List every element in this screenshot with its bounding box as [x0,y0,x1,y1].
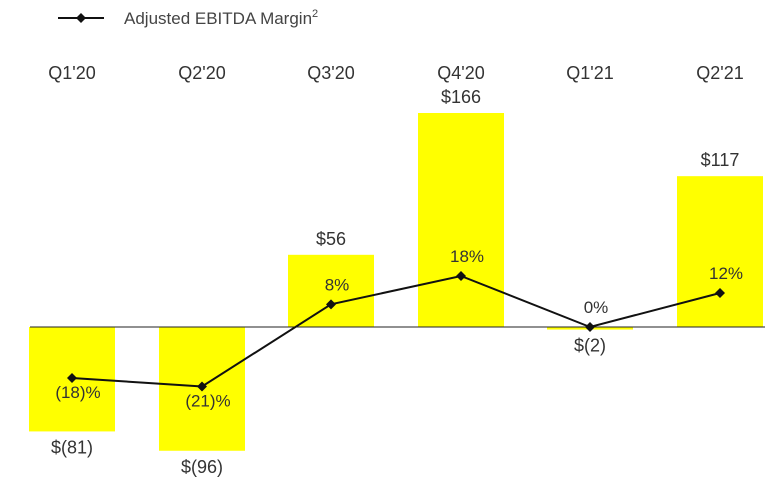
margin-label: (18)% [55,383,100,402]
bars [29,113,763,451]
bar [288,254,374,327]
legend-superscript: 2 [312,8,318,20]
bar-value-label: $(81) [51,437,93,457]
margin-label: 0% [584,298,609,317]
margin-markers [67,271,725,392]
bar-value-label: $117 [701,150,740,170]
category-labels: Q1'20 Q2'20 Q3'20 Q4'20 Q1'21 Q2'21 [48,63,743,83]
category-label: Q1'20 [48,63,95,83]
legend-label: Adjusted EBITDA Margin [124,9,312,28]
margin-marker [197,381,207,392]
bar-value-label: $166 [441,87,481,107]
legend-diamond-marker [76,13,86,23]
margin-label: 8% [325,275,350,294]
category-label: Q1'21 [566,63,613,83]
bar [418,113,504,327]
category-label: Q2'21 [696,63,743,83]
margin-marker [585,322,595,332]
margin-marker [67,373,77,383]
bar [677,176,763,327]
legend: Adjusted EBITDA Margin2 [58,8,318,28]
margin-label: 18% [450,247,484,266]
svg-text:Adjusted EBITDA Margin2: Adjusted EBITDA Margin2 [124,8,318,28]
margin-marker [326,299,336,310]
bar-value-label: $(96) [181,457,223,477]
margin-labels: (18)% (21)% 8% 18% 0% 12% [55,247,743,411]
margin-marker [715,288,725,298]
category-label: Q4'20 [437,63,484,83]
bar-value-label: $(2) [574,336,606,356]
margin-line [71,274,721,388]
bar-value-labels: $(81) $(96) $56 $166 $(2) $117 [51,87,739,477]
category-label: Q2'20 [178,63,225,83]
category-label: Q3'20 [307,63,354,83]
margin-label: 12% [709,264,743,283]
margin-label: (21)% [185,392,230,411]
bar-value-label: $56 [316,229,346,249]
margin-marker [456,271,466,281]
